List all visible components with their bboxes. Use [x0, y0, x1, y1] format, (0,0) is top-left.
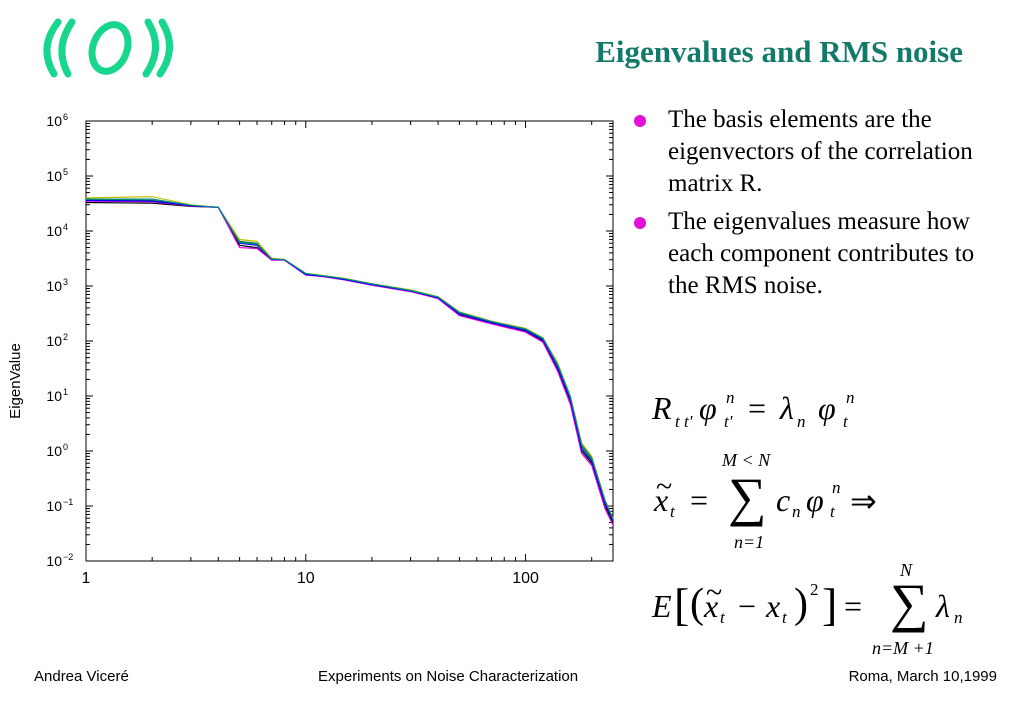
x-tick-label: 10	[297, 570, 315, 587]
eq2-tilde: ~	[656, 470, 673, 503]
eq3-sum-lower: n=M +1	[872, 638, 934, 658]
y-tick-label-exponent: 2	[63, 332, 68, 342]
eq3-equals: =	[844, 588, 863, 624]
eq1-R: R	[652, 390, 672, 426]
y-tick-label-exponent: 1	[63, 387, 68, 397]
series-line	[85, 199, 614, 519]
y-tick-label-exponent: −1	[63, 497, 73, 507]
y-tick-label: 10	[46, 498, 62, 514]
eq1-phi-sup: n	[726, 388, 735, 407]
eq3-square: 2	[810, 580, 819, 599]
y-tick-label: 10	[46, 168, 62, 184]
eq2-sum-upper: M < N	[722, 450, 771, 470]
eq1-phi2-sub: t	[843, 412, 848, 431]
bullet-text: The basis elements are the eigenvectors …	[668, 106, 973, 197]
eq2-implies: ⇒	[850, 483, 877, 519]
eq3-x2: x	[766, 588, 781, 624]
eq2-phi: φ	[806, 482, 824, 518]
eq1-phi2: φ	[818, 390, 836, 426]
eq3-x1-sub: t	[720, 608, 725, 627]
eq1-lambda: λ	[780, 390, 794, 426]
slide-title: Eigenvalues and RMS noise	[595, 34, 963, 69]
eq2-x: x	[654, 482, 669, 518]
eq3-lbracket: [	[674, 579, 690, 630]
bullet-text: The eigenvalues measure how each compone…	[668, 208, 975, 299]
eq1-R-sub: t t'	[675, 412, 693, 431]
eq2-phi-sup: n	[832, 478, 841, 497]
eq2-c: c	[776, 482, 791, 518]
eq1-phi-sub: t'	[724, 412, 733, 431]
eq3-x2-sub: t	[782, 608, 787, 627]
x-tick-label: 100	[512, 570, 539, 587]
y-tick-label: 10	[46, 278, 62, 294]
plot-frame	[85, 120, 614, 562]
eq2-equals: =	[690, 482, 709, 518]
footer-date: Roma, March 10,1999	[848, 668, 997, 685]
eq1-phi: φ	[699, 390, 717, 426]
eq3-minus: −	[738, 588, 757, 624]
eq2-sum-lower: n=1	[734, 532, 765, 552]
eq3-lambda-sub: n	[954, 608, 963, 627]
eq3-sigma: ∑	[890, 573, 929, 633]
y-tick-label: 10	[46, 553, 62, 569]
y-tick-label-exponent: 5	[63, 167, 68, 177]
eq2-sigma: ∑	[728, 467, 767, 527]
eq3-sum-upper: N	[900, 560, 913, 580]
y-tick-label-exponent: 4	[63, 222, 68, 232]
logo-icon	[43, 18, 173, 78]
series-line	[86, 198, 614, 520]
eq1-lambda-sub: n	[797, 412, 806, 431]
bullet-list: The basis elements are the eigenvectors …	[632, 104, 992, 308]
eq3-lparen: (	[690, 581, 704, 627]
series-line	[85, 200, 614, 526]
bullet-dot-icon	[634, 115, 646, 127]
eq3-E: E	[652, 588, 672, 624]
x-tick-label: 1	[82, 570, 91, 587]
y-tick-label: 10	[46, 443, 62, 459]
footer-talk-title: Experiments on Noise Characterization	[318, 668, 579, 685]
eq3-lambda: λ	[936, 588, 950, 624]
bullet-item: The eigenvalues measure how each compone…	[632, 206, 992, 302]
y-tick-label: 10	[46, 223, 62, 239]
eq1-phi2-sup: n	[846, 388, 855, 407]
eq2-c-sub: n	[792, 502, 801, 521]
series-line	[85, 199, 614, 521]
eq3-rparen: )	[794, 581, 808, 627]
series-line	[85, 201, 614, 523]
eq3-tilde: ~	[706, 576, 723, 609]
y-tick-label: 10	[46, 388, 62, 404]
bullet-item: The basis elements are the eigenvectors …	[632, 104, 992, 200]
eq2-phi-sub: t	[830, 502, 835, 521]
eq3-x1: x	[704, 588, 719, 624]
y-tick-label-exponent: 0	[63, 442, 68, 452]
y-tick-label: 10	[46, 113, 62, 129]
footer-author: Andrea Viceré	[34, 668, 129, 685]
eq2-x-sub: t	[670, 502, 675, 521]
y-tick-label-exponent: 3	[63, 277, 68, 287]
y-tick-label-exponent: −2	[63, 552, 73, 562]
y-tick-label-exponent: 6	[63, 112, 68, 122]
bullet-dot-icon	[634, 217, 646, 229]
eq3-rbracket: ]	[822, 579, 838, 630]
y-axis-label: EigenValue	[7, 343, 24, 419]
eq1-equals: =	[748, 390, 767, 426]
series-line	[85, 196, 614, 519]
y-tick-label: 10	[46, 333, 62, 349]
